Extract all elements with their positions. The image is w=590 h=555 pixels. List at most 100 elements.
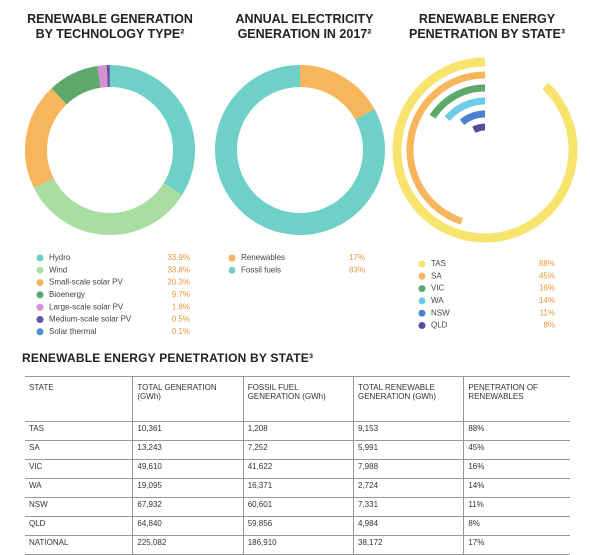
legend-label: VIC [431,284,445,293]
value-label: 11% [540,308,555,317]
header-cell: PENETRATION OF RENEWABLES [464,377,570,422]
value-label: 16% [539,284,555,293]
table-cell: NSW [25,498,133,517]
donut-segment [36,96,59,183]
donut-segment [99,76,107,77]
table-cell: 225,082 [133,536,243,555]
legend-label: Large-scale solar PV [49,302,124,311]
table-cell: 60,601 [243,498,353,517]
value-label: 45% [539,271,555,280]
legend-marker [419,310,426,317]
radial-bar [474,127,485,130]
legend-label: QLD [431,321,448,330]
table-cell: WA [25,479,133,498]
donut-segment [110,76,184,189]
table-cell: 10,361 [133,422,243,441]
value-label: 1.8% [172,302,190,311]
radial-bar [462,114,485,122]
table-cell: QLD [25,517,133,536]
table-cell: 186,910 [243,536,353,555]
value-label: 0.5% [172,315,190,324]
table-cell: 7,331 [354,498,464,517]
radial-bar [397,62,573,238]
table-cell: 19,095 [133,479,243,498]
value-label: 20.3% [167,278,190,287]
value-label: 33.8% [167,265,190,274]
header-cell: TOTAL GENERATION (GWh) [133,377,243,422]
chart-title: RENEWABLE GENERATION BY TECHNOLOGY TYPE² [20,12,200,42]
table-cell: 59,856 [243,517,353,536]
value-label: 88% [539,259,555,268]
header-cell: TOTAL RENEWABLE GENERATION (GWh) [354,377,464,422]
donut-segment [44,183,173,224]
table-cell: NATIONAL [25,536,133,555]
legend-label: Wind [49,265,67,274]
chart-title: RENEWABLE ENERGY PENETRATION BY STATE³ [397,12,577,42]
table-cell: 16% [464,460,570,479]
table-cell: 7,988 [354,460,464,479]
legend-label: WA [431,296,444,305]
legend-marker [419,285,426,292]
table-title: RENEWABLE ENERGY PENETRATION BY STATE³ [22,351,313,365]
table-cell: 16,371 [243,479,353,498]
table-cell: 4,984 [354,517,464,536]
table-cell: 2,724 [354,479,464,498]
legend-marker [229,267,236,274]
table-cell: 8% [464,517,570,536]
table-cell: 1,208 [243,422,353,441]
table-cell: 11% [464,498,570,517]
legend-label: NSW [431,308,450,317]
table-cell: 49,610 [133,460,243,479]
table-cell: 5,991 [354,441,464,460]
table-cell: 7,252 [243,441,353,460]
legend-label: Hydro [49,253,71,262]
value-label: 83% [349,265,365,274]
chart-title: ANNUAL ELECTRICITY GENERATION IN 2017² [222,12,387,42]
table-cell: 41,622 [243,460,353,479]
value-label: 33.9% [167,253,190,262]
charts: Hydro 33.9% Wind 33.8% Small-scale solar PV 2… [0,0,590,345]
value-label: 17% [349,253,365,262]
legend-label: Bioenergy [49,290,85,299]
table-cell: 13,243 [133,441,243,460]
table-cell: 38,172 [354,536,464,555]
legend-marker [419,273,426,280]
value-label: 9.7% [172,290,190,299]
value-label: 0.1% [172,327,190,336]
table-cell: 64,840 [133,517,243,536]
header-cell: FOSSIL FUEL GENERATION (GWh) [243,377,353,422]
header-cell: STATE [25,377,133,422]
value-label: 8% [543,321,555,330]
legend-marker [419,322,426,329]
table-cell: TAS [25,422,133,441]
table-cell: 45% [464,441,570,460]
legend-marker [37,316,44,323]
legend-marker [419,261,426,268]
legend-marker [37,255,44,262]
donut-segment [300,76,365,114]
legend-marker [37,279,44,286]
legend-label: Fossil fuels [241,265,281,274]
table-cell: 9,153 [354,422,464,441]
legend-label: Small-scale solar PV [49,278,123,287]
donut-segment [59,77,99,96]
legend-marker [419,297,426,304]
legend-label: TAS [431,259,446,268]
table-cell: 17% [464,536,570,555]
value-label: 14% [539,296,555,305]
table-cell: 14% [464,479,570,498]
legend-marker [37,328,44,335]
legend-label: Solar thermal [49,327,97,336]
legend-marker [37,291,44,298]
table-cell: 88% [464,422,570,441]
table-cell: SA [25,441,133,460]
